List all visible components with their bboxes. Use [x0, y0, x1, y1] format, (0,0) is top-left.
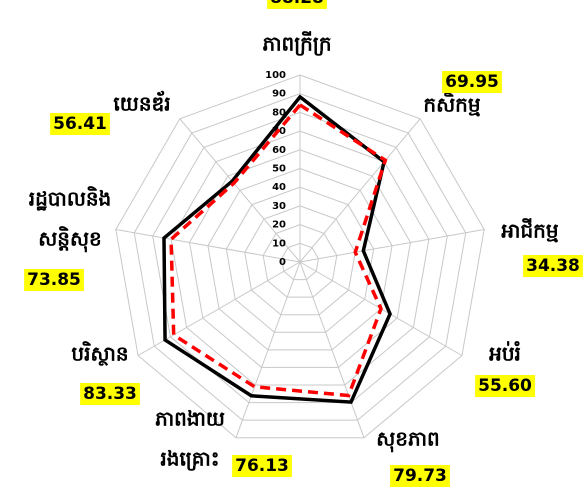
grid-ring [207, 167, 393, 351]
value-label: 56.41 [50, 113, 110, 135]
category-label: សន្តិសុខ [38, 226, 101, 253]
grid-ring [188, 149, 412, 368]
value-label-text: 69.95 [445, 72, 499, 92]
tick-label: 60 [272, 145, 286, 156]
value-label: 55.60 [475, 375, 536, 397]
spoke [235, 261, 301, 438]
value-label-bg [523, 255, 583, 277]
tick-label: 0 [279, 257, 286, 268]
spoke [299, 118, 421, 263]
spoke [299, 261, 365, 438]
grid-ring [115, 74, 485, 439]
grid-ring [281, 242, 319, 281]
grid-ring [244, 205, 356, 316]
grid-ring [170, 130, 430, 386]
grid-ring [225, 186, 375, 333]
value-label-text: 88.28 [270, 0, 324, 8]
value-label-bg [50, 113, 110, 135]
value-label-bg [267, 0, 327, 9]
value-label-text: 79.73 [393, 466, 447, 486]
series-line [162, 94, 392, 404]
tick-label: 90 [272, 89, 286, 100]
grid-ring [152, 111, 448, 404]
value-label: 76.13 [232, 455, 292, 477]
value-label-text: 55.60 [478, 376, 532, 396]
category-label: បរិស្ថាន [71, 341, 128, 367]
value-label-bg [232, 455, 292, 477]
value-label: 79.73 [390, 465, 450, 487]
spoke [179, 118, 301, 263]
tick-label: 100 [265, 70, 286, 81]
grid-ring [133, 93, 467, 421]
value-label: 34.38 [523, 255, 583, 277]
category-label: កសិកម្ម [423, 92, 480, 117]
category-label: អប់រំ [489, 341, 521, 366]
category-label: ភាពងាយ [155, 407, 225, 431]
tick-label: 40 [272, 182, 286, 193]
value-label: 88.28 [267, 0, 327, 9]
tick-label: 10 [272, 238, 286, 249]
spoke [299, 229, 485, 263]
value-label: 73.85 [24, 269, 84, 291]
value-label-bg [390, 465, 450, 487]
spoke [115, 229, 301, 263]
value-label-bg [80, 383, 140, 405]
tick-label: 80 [272, 107, 286, 118]
series-line [169, 102, 388, 398]
value-label-text: 76.13 [235, 456, 289, 476]
tick-label: 50 [272, 164, 286, 175]
category-label: សុខភាព [376, 427, 439, 453]
category-label: ភាពក្រីក្រ [262, 31, 331, 57]
grid-ring [262, 224, 338, 298]
value-label-bg [475, 375, 536, 397]
category-label: យេនឌ័រ [113, 91, 170, 116]
value-label-bg [442, 71, 502, 93]
tick-label: 20 [272, 220, 286, 231]
value-label: 69.95 [442, 71, 502, 93]
value-label-text: 34.38 [526, 256, 580, 276]
value-label-text: 73.85 [27, 270, 81, 290]
value-label-text: 56.41 [53, 114, 107, 134]
category-label: រងគ្រោះ [160, 447, 219, 472]
tick-label: 30 [272, 201, 286, 212]
spoke [137, 261, 301, 356]
value-label-bg [24, 269, 84, 291]
category-label: អាជីកម្ម [501, 218, 558, 243]
value-label-text: 83.33 [83, 384, 137, 404]
value-label: 83.33 [80, 383, 140, 405]
category-label: រដ្ឋបាលនិង [29, 186, 112, 212]
